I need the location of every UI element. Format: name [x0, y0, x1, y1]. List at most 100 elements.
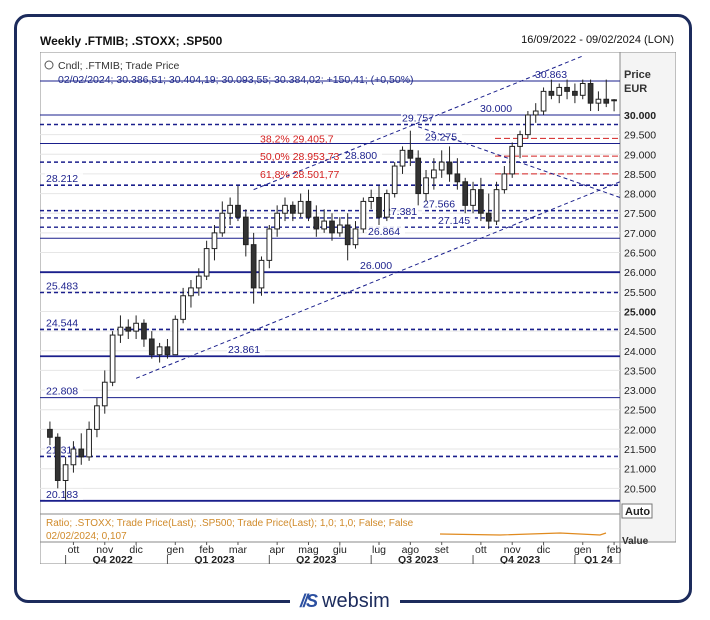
candle-body [329, 220, 335, 234]
y-tick-label: 26.000 [624, 267, 656, 279]
currency-label: EUR [624, 83, 647, 95]
candle-body [501, 173, 508, 191]
candle-body [415, 157, 422, 195]
candle-body [548, 90, 555, 96]
candle-body [431, 169, 437, 179]
price-level-label: 24.544 [46, 317, 78, 329]
candle-body [242, 216, 249, 246]
candle-body [532, 110, 539, 116]
month-label: ott [68, 544, 80, 556]
candle-body [446, 161, 453, 175]
level-label-bg [367, 226, 405, 238]
level-label-bg [45, 173, 83, 185]
candle-body [133, 322, 139, 332]
candle-body [321, 220, 328, 230]
y-tick-label: 25.500 [624, 287, 656, 299]
fib-level-label: 50,0% 28.953,73 [260, 151, 340, 163]
y-tick-label: 20.500 [624, 483, 656, 495]
candle-body [47, 428, 53, 438]
chart-title: Weekly .FTMIB; .STOXX; .SP500 [40, 34, 223, 48]
upper-trend-line [253, 55, 583, 191]
y-tick-label: 24.000 [624, 346, 656, 358]
candle-body [360, 200, 367, 230]
price-level-label: 23.861 [228, 344, 260, 356]
candle-body [78, 448, 85, 458]
candle-body [399, 149, 406, 167]
month-label: giu [333, 544, 347, 556]
candle-body [595, 98, 602, 104]
candle-body [556, 86, 563, 96]
settings-icon[interactable] [44, 60, 54, 70]
y-tick-label: 29.000 [624, 149, 656, 161]
level-label-bg [45, 385, 83, 397]
candle-body [423, 177, 429, 195]
quarter-label: Q3 2023 [398, 554, 438, 564]
ratio-legend-line-1: Ratio; .STOXX; Trade Price(Last); .SP500… [46, 518, 414, 529]
candle-body [438, 161, 445, 171]
y-tick-label: 28.000 [624, 189, 656, 201]
candle-body [454, 173, 461, 183]
candle-body [572, 90, 578, 96]
month-label: feb [607, 544, 622, 556]
y-tick-label: 27.500 [624, 208, 656, 220]
y-tick-label: 22.000 [624, 424, 656, 436]
candle-body [603, 98, 610, 104]
candle-body [258, 259, 265, 289]
candle-body [227, 204, 233, 214]
price-level-label: 29.757 [402, 113, 434, 125]
ratio-series-line [439, 532, 607, 536]
month-label: ott [475, 544, 487, 556]
auto-label: Auto [625, 506, 650, 518]
candle-body [485, 212, 492, 222]
plot-area [39, 51, 621, 515]
candle-body [219, 212, 226, 234]
candle-body [148, 338, 155, 356]
month-label: lug [372, 544, 386, 556]
candle-body [587, 83, 594, 104]
level-label-bg [424, 131, 462, 143]
channel-line [418, 126, 621, 198]
month-label: apr [270, 544, 286, 556]
price-chart-svg[interactable]: 30.863 30.000 29.757 29.275 28.800 28.212 27.5… [39, 51, 677, 566]
price-level-label: 26.864 [368, 226, 400, 238]
auto-button[interactable] [621, 503, 653, 519]
date-range: 16/09/2022 - 09/02/2024 (LON) [521, 34, 674, 46]
month-label: gen [167, 544, 185, 556]
level-label-bg [437, 215, 475, 227]
candle-body [478, 189, 484, 214]
candle-body [391, 165, 398, 195]
y-tick-label: 28.500 [624, 169, 656, 181]
candle-body [172, 318, 179, 356]
price-chart[interactable]: 30.863 30.000 29.757 29.275 28.800 28.212 27.5… [39, 51, 677, 566]
price-axis[interactable] [619, 51, 677, 543]
brand-name: websim [322, 590, 390, 612]
price-level-label: 27.566 [423, 199, 455, 211]
candle-body [611, 99, 617, 102]
level-label-bg [45, 444, 83, 456]
month-label: ago [402, 544, 420, 556]
quarter-label: Q1 24 [584, 554, 613, 564]
quarter-label: Q4 2022 [92, 554, 132, 564]
candle-body [289, 204, 296, 214]
candle-body [509, 145, 516, 175]
y-tick-label: 24.500 [624, 326, 656, 338]
candle-body [368, 196, 375, 202]
quarter-label: Q1 2023 [194, 554, 234, 564]
price-level-label: 25.483 [46, 280, 78, 292]
candle-body [203, 248, 210, 277]
candle-body [266, 228, 273, 261]
candle-body [493, 189, 500, 222]
ratio-panel [39, 513, 621, 543]
y-tick-label: 22.500 [624, 405, 656, 417]
candle-body [274, 212, 281, 230]
candle-body [470, 189, 476, 206]
candle-body [462, 181, 469, 206]
candle-body [282, 204, 288, 214]
month-label: dic [537, 544, 550, 556]
candle-body [344, 224, 351, 246]
level-label-bg [401, 112, 439, 124]
candle-body [250, 244, 257, 289]
price-level-label: 22.808 [46, 386, 78, 398]
candle-body [235, 204, 241, 218]
y-tick-label: 23.500 [624, 365, 656, 377]
